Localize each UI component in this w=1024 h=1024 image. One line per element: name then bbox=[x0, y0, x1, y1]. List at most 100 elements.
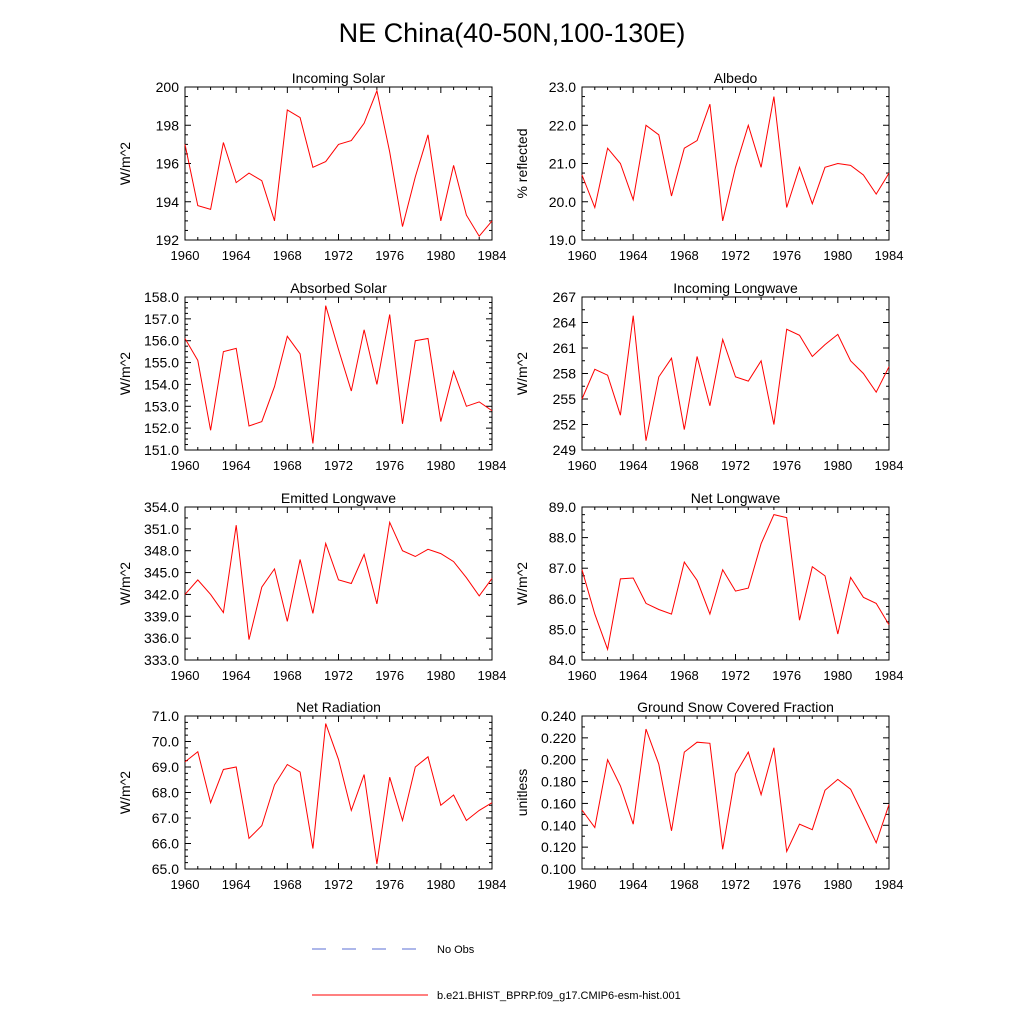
chart-6-ytick-label: 70.0 bbox=[152, 734, 179, 750]
chart-4-xtick-label: 1980 bbox=[426, 668, 455, 683]
chart-2-ytick-label: 155.0 bbox=[144, 355, 179, 371]
chart-4-ytick-label: 354.0 bbox=[144, 499, 179, 515]
chart-4-title: Emitted Longwave bbox=[281, 490, 396, 506]
chart-2-xtick-label: 1976 bbox=[375, 458, 404, 473]
chart-0-ytick-label: 200 bbox=[156, 79, 180, 95]
chart-6: Net Radiation W/m^2 1960 1964 1968 1972 1976 19… bbox=[117, 699, 506, 892]
chart-6-xtick-label: 1960 bbox=[171, 877, 200, 892]
chart-4-xtick-label: 1964 bbox=[222, 668, 251, 683]
chart-5-ytick-label: 87.0 bbox=[549, 560, 576, 576]
chart-3-xtick-label: 1968 bbox=[670, 458, 699, 473]
chart-5-xtick-label: 1968 bbox=[670, 668, 699, 683]
chart-1-ytick-label: 19.0 bbox=[549, 232, 576, 248]
chart-0-xtick-label: 1976 bbox=[375, 248, 404, 263]
chart-7-xtick-label: 1984 bbox=[875, 877, 904, 892]
chart-5-ytick-label: 85.0 bbox=[549, 621, 576, 637]
chart-4-ytick-label: 345.0 bbox=[144, 565, 179, 581]
chart-1-xtick-label: 1968 bbox=[670, 248, 699, 263]
chart-1-ytick-label: 22.0 bbox=[549, 117, 576, 133]
chart-5-ytick-label: 86.0 bbox=[549, 591, 576, 607]
chart-4-series-line bbox=[184, 520, 493, 640]
chart-1-xtick-label: 1984 bbox=[875, 248, 904, 263]
chart-3-series-line bbox=[581, 315, 890, 441]
chart-5-frame bbox=[581, 506, 890, 661]
chart-3-xtick-label: 1976 bbox=[772, 458, 801, 473]
chart-6-xtick-label: 1980 bbox=[426, 877, 455, 892]
chart-6-xtick-label: 1964 bbox=[222, 877, 251, 892]
chart-1: Albedo % reflected 1960 1964 1968 1972 1976 198… bbox=[514, 70, 903, 263]
chart-0-xtick-label: 1984 bbox=[478, 248, 507, 263]
chart-7-xtick-label: 1968 bbox=[670, 877, 699, 892]
chart-5-ytick-label: 84.0 bbox=[549, 652, 576, 668]
chart-6-ytick-label: 66.0 bbox=[152, 836, 179, 852]
chart-7-ytick-label: 0.120 bbox=[541, 839, 576, 855]
chart-2-xtick-label: 1972 bbox=[324, 458, 353, 473]
figure-title: NE China(40-50N,100-130E) bbox=[339, 18, 686, 48]
chart-6-xtick-label: 1972 bbox=[324, 877, 353, 892]
chart-6-ytick-label: 67.0 bbox=[152, 810, 179, 826]
chart-3-ytick-label: 258 bbox=[553, 366, 577, 382]
chart-3-ytick-label: 264 bbox=[553, 315, 577, 331]
chart-6-title: Net Radiation bbox=[296, 699, 381, 715]
chart-3-title: Incoming Longwave bbox=[673, 280, 798, 296]
chart-2-ylabel: W/m^2 bbox=[117, 352, 133, 395]
chart-2-xtick-label: 1984 bbox=[478, 458, 507, 473]
chart-2-ytick-label: 152.0 bbox=[144, 420, 179, 436]
chart-3-ytick-label: 252 bbox=[553, 417, 577, 433]
chart-5-ytick-label: 89.0 bbox=[549, 499, 576, 515]
legend: No Obs b.e21.BHIST_BPRP.f09_g17.CMIP6-es… bbox=[312, 944, 681, 1002]
chart-3-ytick-label: 267 bbox=[553, 289, 577, 305]
chart-5-xtick-label: 1964 bbox=[619, 668, 648, 683]
chart-4-ytick-label: 348.0 bbox=[144, 543, 179, 559]
chart-7-ytick-label: 0.240 bbox=[541, 708, 576, 724]
chart-0-series-line bbox=[184, 89, 493, 238]
chart-2-ytick-label: 154.0 bbox=[144, 376, 179, 392]
chart-2-ytick-label: 157.0 bbox=[144, 311, 179, 327]
chart-4-ytick-label: 333.0 bbox=[144, 652, 179, 668]
chart-1-series-line bbox=[581, 96, 890, 222]
chart-4-xtick-label: 1976 bbox=[375, 668, 404, 683]
chart-1-ytick-label: 21.0 bbox=[549, 156, 576, 172]
chart-1-xtick-label: 1976 bbox=[772, 248, 801, 263]
chart-0: Incoming Solar W/m^2 1960 1964 1968 1972 1976 1… bbox=[117, 70, 506, 263]
chart-2-series-line bbox=[184, 305, 493, 444]
chart-1-xtick-label: 1960 bbox=[568, 248, 597, 263]
chart-6-xtick-label: 1976 bbox=[375, 877, 404, 892]
legend-label-model: b.e21.BHIST_BPRP.f09_g17.CMIP6-esm-hist.… bbox=[437, 990, 681, 1002]
chart-6-ytick-label: 65.0 bbox=[152, 861, 179, 877]
chart-4-xtick-label: 1972 bbox=[324, 668, 353, 683]
chart-1-xtick-label: 1972 bbox=[721, 248, 750, 263]
chart-2: Absorbed Solar W/m^2 1960 1964 1968 1972 1976 1… bbox=[117, 280, 506, 473]
chart-2-xtick-label: 1960 bbox=[171, 458, 200, 473]
chart-5-xtick-label: 1976 bbox=[772, 668, 801, 683]
chart-0-xtick-label: 1972 bbox=[324, 248, 353, 263]
chart-6-frame bbox=[184, 715, 493, 870]
chart-4-ytick-label: 336.0 bbox=[144, 630, 179, 646]
chart-5-title: Net Longwave bbox=[691, 490, 781, 506]
chart-3-xtick-label: 1984 bbox=[875, 458, 904, 473]
chart-7-ytick-label: 0.140 bbox=[541, 817, 576, 833]
chart-4-ylabel: W/m^2 bbox=[117, 562, 133, 605]
chart-5-ylabel: W/m^2 bbox=[514, 562, 530, 605]
chart-7-xtick-label: 1960 bbox=[568, 877, 597, 892]
chart-2-ytick-label: 156.0 bbox=[144, 333, 179, 349]
chart-4-ytick-label: 342.0 bbox=[144, 586, 179, 602]
chart-3-xtick-label: 1964 bbox=[619, 458, 648, 473]
chart-0-xtick-label: 1960 bbox=[171, 248, 200, 263]
chart-2-ytick-label: 158.0 bbox=[144, 289, 179, 305]
chart-7-ytick-label: 0.160 bbox=[541, 795, 576, 811]
chart-6-ytick-label: 69.0 bbox=[152, 759, 179, 775]
chart-0-frame bbox=[184, 86, 493, 241]
chart-0-title: Incoming Solar bbox=[292, 70, 386, 86]
chart-6-ytick-label: 71.0 bbox=[152, 708, 179, 724]
chart-6-xtick-label: 1984 bbox=[478, 877, 507, 892]
chart-7-ylabel: unitless bbox=[514, 769, 530, 816]
chart-7-xtick-label: 1964 bbox=[619, 877, 648, 892]
chart-3-xtick-label: 1960 bbox=[568, 458, 597, 473]
chart-1-ylabel: % reflected bbox=[514, 128, 530, 198]
chart-2-xtick-label: 1968 bbox=[273, 458, 302, 473]
chart-7-xtick-label: 1976 bbox=[772, 877, 801, 892]
chart-3-ytick-label: 255 bbox=[553, 391, 577, 407]
panels: Incoming Solar W/m^2 1960 1964 1968 1972 1976 1… bbox=[117, 70, 903, 892]
